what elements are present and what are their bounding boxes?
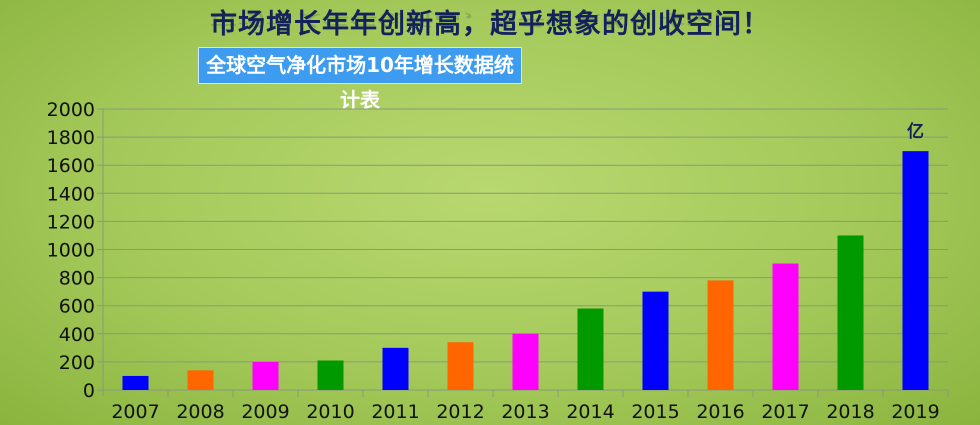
y-tick-label: 400	[59, 324, 95, 346]
y-tick-label: 200	[59, 352, 95, 374]
bar-2011	[382, 347, 409, 390]
unit-label: 亿	[907, 121, 924, 142]
y-tick-label: 600	[59, 296, 95, 318]
headline: 市场增长年年创新高，超乎想象的创收空间！	[210, 9, 770, 40]
bar-2008	[187, 370, 214, 390]
bar-2014	[577, 308, 604, 390]
x-tick-label: 2019	[891, 401, 939, 423]
x-tick-label: 2009	[241, 401, 289, 423]
x-tick-label: 2017	[761, 401, 809, 423]
y-tick-label: 800	[59, 268, 95, 290]
x-tick-label: 2007	[111, 401, 159, 423]
bar-2009	[252, 361, 279, 390]
bar-2017	[772, 263, 799, 390]
y-tick-label: 1200	[47, 211, 95, 233]
x-tick-label: 2014	[566, 401, 614, 423]
x-tick-label: 2012	[436, 401, 484, 423]
bar-2007	[122, 375, 149, 390]
y-tick-label: 1400	[47, 183, 95, 205]
bar-2013	[512, 333, 539, 390]
x-tick-label: 2015	[631, 401, 679, 423]
y-tick-label: 1800	[47, 127, 95, 149]
y-tick-label: 0	[83, 380, 95, 402]
x-tick-label: 2018	[826, 401, 874, 423]
chart-title: 全球空气净化市场10年增长数据统计表	[198, 47, 522, 112]
y-tick-label: 2000	[47, 99, 95, 121]
bar-2018	[837, 235, 864, 390]
x-tick-label: 2013	[501, 401, 549, 423]
bar-2012	[447, 342, 474, 390]
x-tick-label: 2011	[371, 401, 419, 423]
x-tick-label: 2008	[176, 401, 224, 423]
y-tick-label: 1000	[47, 240, 95, 262]
bar-2015	[642, 291, 669, 390]
x-tick-label: 2016	[696, 401, 744, 423]
y-tick-label: 1600	[47, 155, 95, 177]
x-tick-label: 2010	[306, 401, 354, 423]
bar-2010	[317, 360, 344, 390]
bar-2016	[707, 280, 734, 390]
bar-2019	[902, 151, 929, 390]
